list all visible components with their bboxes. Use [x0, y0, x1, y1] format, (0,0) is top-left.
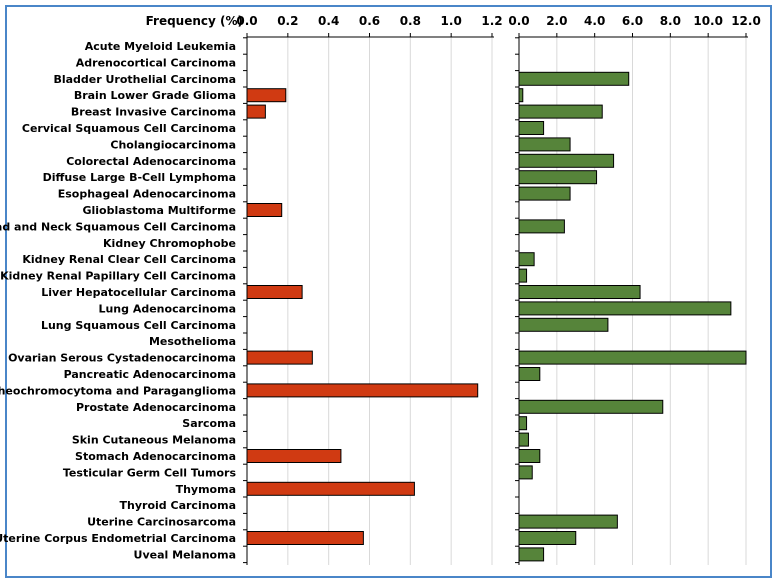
left-bar — [246, 449, 342, 463]
category-label: Testicular Germ Cell Tumors — [63, 466, 237, 479]
category-label: Kidney Renal Papillary Cell Carcinoma — [0, 270, 236, 283]
right-bar — [518, 121, 545, 135]
right-bar — [518, 153, 615, 168]
right-bar — [518, 367, 541, 381]
category-label: Kidney Chromophobe — [103, 237, 236, 250]
right-tick-label: 4.0 — [584, 14, 605, 28]
category-label: Esophageal Adenocarcinoma — [58, 188, 236, 201]
category-label: Uveal Melanoma — [134, 548, 236, 561]
right-bar — [518, 531, 577, 545]
category-label: Pheochromocytoma and Paraganglioma — [0, 384, 236, 397]
left-bar — [246, 88, 287, 103]
left-tick-label: 1.2 — [481, 14, 502, 28]
right-bar — [518, 170, 598, 185]
right-bar — [518, 71, 630, 86]
category-label: Breast Invasive Carcinoma — [71, 106, 236, 119]
right-tick-label: 12.0 — [731, 14, 761, 28]
category-label: Sarcoma — [182, 417, 236, 430]
category-label: Prostate Adenocarcinoma — [76, 401, 236, 414]
right-bar — [518, 252, 535, 267]
right-bar — [518, 219, 565, 234]
right-tick-label: 6.0 — [622, 14, 643, 28]
left-bar — [246, 531, 364, 545]
category-label: Cervical Squamous Cell Carcinoma — [22, 122, 236, 135]
left-bar — [246, 383, 479, 398]
right-bar — [518, 186, 571, 201]
left-bar — [246, 350, 313, 365]
right-bar — [518, 301, 732, 316]
category-label: Uterine Carcinosarcoma — [87, 516, 236, 529]
category-label: Uterine Corpus Endometrial Carcinoma — [0, 532, 236, 545]
category-label: Skin Cutaneous Melanoma — [72, 434, 236, 447]
chart-title: Frequency (%) — [146, 14, 243, 28]
right-bar — [518, 104, 603, 119]
right-bar — [518, 465, 533, 480]
category-label: Lung Squamous Cell Carcinoma — [41, 319, 236, 332]
category-label: Mesothelioma — [149, 335, 236, 348]
right-bar — [518, 268, 528, 283]
category-label: Lung Adenocarcinoma — [98, 302, 236, 315]
category-label: Acute Myeloid Leukemia — [85, 40, 236, 53]
left-tick-label: 0.8 — [400, 14, 421, 28]
left-tick-label: 0.0 — [236, 14, 257, 28]
right-bar — [518, 399, 664, 414]
category-label: Colorectal Adenocarcinoma — [66, 155, 236, 168]
left-tick-label: 0.2 — [277, 14, 298, 28]
right-tick-label: 10.0 — [693, 14, 723, 28]
category-label: Thyroid Carcinoma — [120, 499, 236, 512]
category-label: Cholangiocarcinoma — [110, 138, 236, 151]
category-label: Ovarian Serous Cystadenocarcinoma — [8, 352, 236, 365]
right-bar — [518, 88, 524, 103]
category-label: Liver Hepatocellular Carcinoma — [41, 286, 236, 299]
right-bar — [518, 285, 641, 299]
category-label: Head and Neck Squamous Cell Carcinoma — [0, 220, 236, 233]
right-bar — [518, 449, 541, 463]
right-bar — [518, 416, 528, 431]
left-bar — [246, 285, 303, 299]
category-label: Glioblastoma Multiforme — [82, 204, 236, 217]
category-label: Diffuse Large B-Cell Lymphoma — [43, 171, 236, 184]
category-label: Bladder Urothelial Carcinoma — [53, 73, 236, 86]
right-bar — [518, 432, 529, 447]
left-tick-label: 0.6 — [359, 14, 380, 28]
category-label: Stomach Adenocarcinoma — [75, 450, 236, 463]
left-bar — [246, 203, 283, 217]
right-bar — [518, 547, 545, 562]
category-label: Thymoma — [176, 483, 236, 496]
right-bar — [518, 514, 618, 529]
right-bar — [518, 317, 609, 332]
left-tick-label: 0.4 — [318, 14, 339, 28]
right-tick-label: 8.0 — [660, 14, 681, 28]
left-bar — [246, 104, 266, 119]
right-tick-label: 0.0 — [508, 14, 529, 28]
right-tick-label: 2.0 — [546, 14, 567, 28]
category-label: Kidney Renal Clear Cell Carcinoma — [22, 253, 236, 266]
right-bar — [518, 137, 571, 152]
left-tick-label: 1.0 — [441, 14, 462, 28]
category-label: Brain Lower Grade Glioma — [74, 89, 236, 102]
category-label: Pancreatic Adenocarcinoma — [64, 368, 236, 381]
left-bar — [246, 481, 415, 496]
category-label: Adrenocortical Carcinoma — [76, 56, 236, 69]
right-bar — [518, 350, 747, 365]
